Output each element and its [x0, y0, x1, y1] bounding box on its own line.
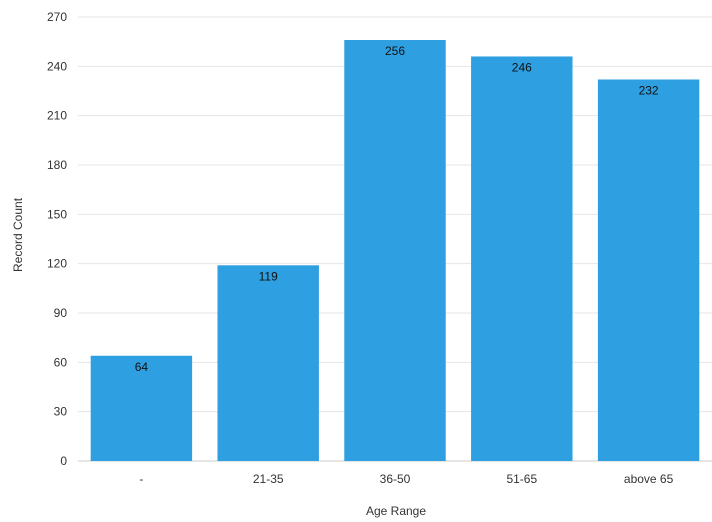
y-tick-label-150: 150: [47, 207, 67, 221]
data-label-2: 119: [259, 269, 278, 283]
bars: 64 119 256 246 232: [90, 40, 700, 462]
x-axis-ticks: - 21-35 36-50 51-65 above 65: [139, 472, 673, 486]
x-tick-label-1: -: [139, 472, 143, 486]
y-tick-label-90: 90: [54, 306, 68, 320]
x-tick-label-2: 21-35: [253, 472, 284, 486]
y-tick-label-120: 120: [47, 257, 67, 271]
y-tick-label-180: 180: [47, 158, 67, 172]
y-tick-label-210: 210: [47, 109, 67, 123]
x-tick-label-5: above 65: [624, 472, 674, 486]
data-label-3: 256: [385, 44, 405, 58]
x-tick-label-4: 51-65: [506, 472, 537, 486]
bar-3[interactable]: [344, 40, 446, 462]
bar-2[interactable]: [217, 265, 319, 461]
data-label-1: 64: [135, 360, 149, 374]
y-tick-label-270: 270: [47, 10, 67, 24]
y-tick-label-240: 240: [47, 59, 67, 73]
y-tick-label-60: 60: [54, 355, 68, 369]
x-tick-label-3: 36-50: [380, 472, 411, 486]
bar-5[interactable]: [597, 79, 700, 461]
bar-4[interactable]: [471, 56, 573, 461]
y-axis-title: Record Count: [11, 197, 25, 272]
bar-1[interactable]: [90, 355, 193, 461]
data-label-5: 232: [639, 83, 659, 97]
y-tick-label-30: 30: [54, 405, 68, 419]
x-axis-title: Age Range: [366, 504, 426, 518]
y-axis-ticks: 0 30 60 90 120 150 180 210 240 270: [47, 10, 67, 468]
y-tick-label-0: 0: [60, 454, 67, 468]
data-label-4: 246: [512, 60, 532, 74]
